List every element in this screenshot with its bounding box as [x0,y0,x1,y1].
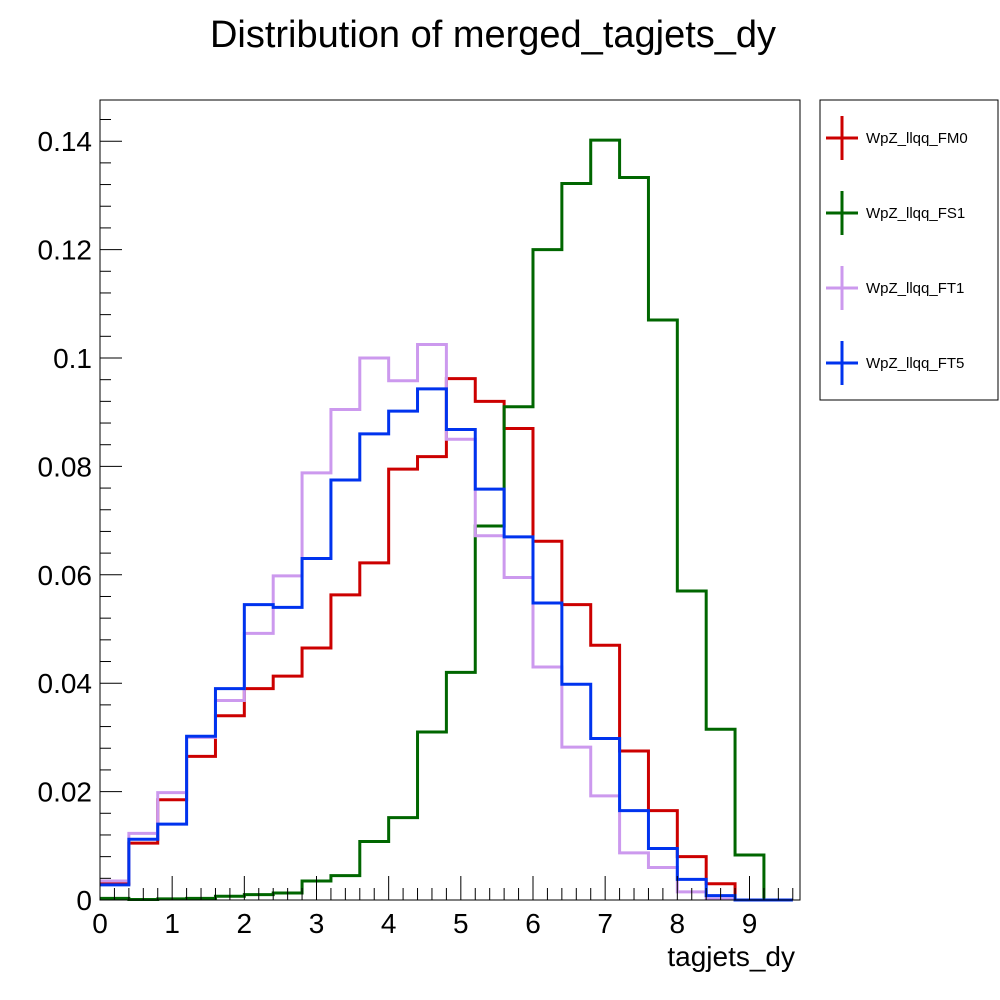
x-axis: 0 1 2 3 4 5 6 7 8 9 [92,876,794,939]
legend-label: WpZ_llqq_FM0 [866,130,968,147]
x-tick-label: 8 [670,908,686,939]
series-wpz-llqq-fs1 [100,138,793,902]
chart-title: Distribution of merged_tagjets_dy [210,14,776,56]
legend-label: WpZ_llqq_FT5 [866,355,964,372]
legend-item-wpz-llqq-fm0: WpZ_llqq_FM0 [826,116,968,160]
y-tick-label: 0 [76,885,92,916]
y-tick-label: 0.1 [53,343,92,374]
legend: WpZ_llqq_FM0 WpZ_llqq_FS1 WpZ_llqq_FT1 WpZ_… [819,99,999,401]
legend-label: WpZ_llqq_FS1 [866,205,965,222]
x-tick-label: 4 [381,908,397,939]
legend-frame [819,99,999,401]
x-tick-label: 3 [309,908,325,939]
legend-item-wpz-llqq-fs1: WpZ_llqq_FS1 [826,191,965,235]
x-tick-label: 1 [164,908,180,939]
y-tick-label: 0.08 [38,451,93,482]
series-line-wpz-llqq-fm0 [100,377,793,902]
y-tick-label: 0.04 [38,668,93,699]
x-tick-label: 9 [742,908,758,939]
y-tick-label: 0.02 [38,777,93,808]
legend-label: WpZ_llqq_FT1 [866,280,964,297]
series-wpz-llqq-ft5 [100,387,793,902]
series-line-wpz-llqq-fs1 [100,138,793,902]
legend-item-wpz-llqq-ft5: WpZ_llqq_FT5 [826,341,964,385]
series-wpz-llqq-fm0 [100,377,793,902]
plot-frame [99,99,801,901]
x-tick-label: 0 [92,908,108,939]
y-axis: 0 0.02 0.04 0.06 0.08 0.1 0.12 0.14 [38,119,122,916]
series-line-wpz-llqq-ft5 [100,387,793,902]
x-tick-label: 6 [525,908,541,939]
legend-item-wpz-llqq-ft1: WpZ_llqq_FT1 [826,266,964,310]
y-tick-label: 0.12 [38,235,93,266]
x-tick-label: 5 [453,908,469,939]
y-tick-label: 0.06 [38,560,93,591]
series-layer [100,138,793,902]
x-tick-label: 7 [597,908,613,939]
x-tick-label: 2 [237,908,253,939]
x-axis-title: tagjets_dy [667,941,795,972]
y-tick-label: 0.14 [38,126,93,157]
